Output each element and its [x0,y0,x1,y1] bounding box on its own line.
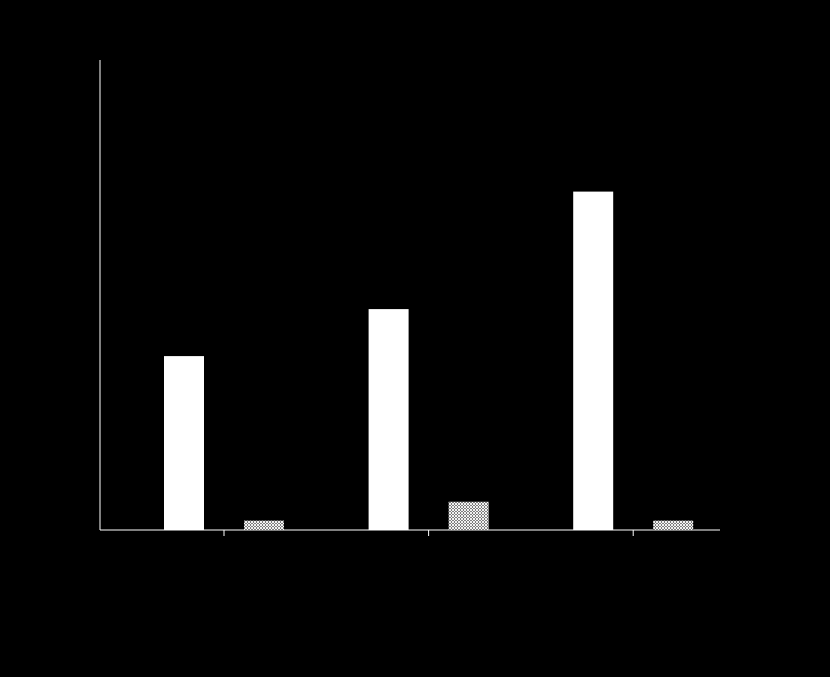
bar-series-2-A [244,521,284,530]
chart-background [0,0,830,677]
bar-series-2-B [449,502,489,530]
bar-series-2-C [653,521,693,530]
bar-series-1-A [164,356,204,530]
bar-series-1-B [369,309,409,530]
bar-chart [0,0,830,677]
bar-series-1-C [573,192,613,530]
